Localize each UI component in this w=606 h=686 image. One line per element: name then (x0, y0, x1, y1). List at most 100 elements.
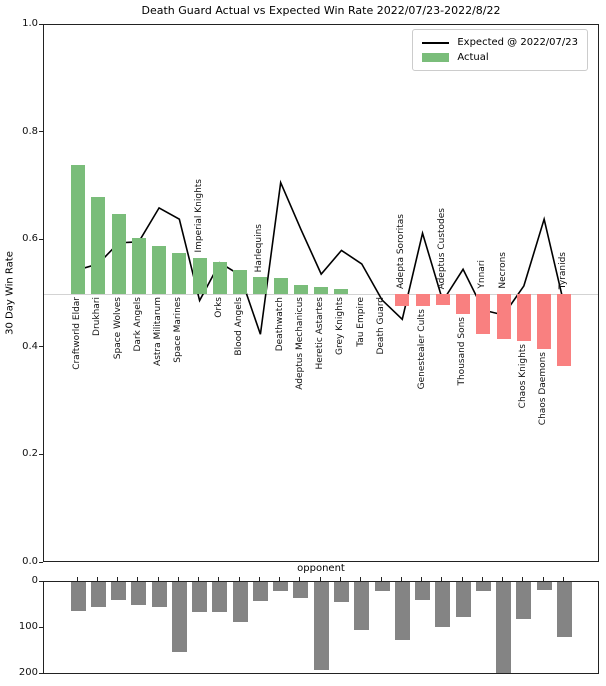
games-bar (455, 582, 471, 617)
actual-bar (91, 197, 106, 294)
actual-bar (476, 294, 491, 334)
x-tick-mark (258, 577, 260, 581)
category-label: Orks (213, 297, 224, 318)
main-plot: Expected @ 2022/07/23 Actual Craftworld … (43, 24, 599, 562)
y-tick-mark (39, 626, 43, 628)
x-tick-mark (502, 577, 504, 581)
games-bar (151, 582, 167, 607)
games-bar (496, 582, 512, 673)
x-tick-mark (441, 577, 443, 581)
actual-bar (435, 294, 450, 306)
x-tick-mark (238, 577, 240, 581)
x-tick-mark (96, 577, 98, 581)
y-tick-label: 0.8 (22, 125, 38, 137)
category-label: Dark Angels (132, 297, 143, 352)
actual-bar (516, 294, 531, 342)
games-bar (232, 582, 248, 622)
category-label: Tyranids (558, 251, 569, 289)
plot-title: Death Guard Actual vs Expected Win Rate … (141, 4, 501, 17)
y-tick-label: 100 (18, 621, 38, 632)
x-tick-mark (481, 577, 483, 581)
actual-bar (557, 294, 572, 367)
category-label: Chaos Daemons (538, 351, 549, 426)
actual-bar (131, 238, 146, 294)
y-tick-mark (39, 672, 43, 674)
x-tick-mark (400, 577, 402, 581)
games-bar (313, 582, 329, 670)
category-label: Deathwatch (274, 297, 285, 352)
games-bar (192, 582, 208, 612)
actual-bar (253, 277, 268, 294)
actual-bar (537, 294, 552, 349)
actual-bar (314, 287, 329, 294)
x-tick-mark (319, 577, 321, 581)
games-bar (131, 582, 147, 605)
games-bar (252, 582, 268, 602)
games-bar (273, 582, 289, 592)
category-label: Astra Militarum (153, 297, 164, 366)
games-bar (333, 582, 349, 603)
games-bar (516, 582, 532, 620)
games-bar (293, 582, 309, 598)
actual-bar (233, 270, 248, 294)
category-label: Harlequins (254, 223, 265, 273)
x-tick-mark (279, 577, 281, 581)
x-tick-mark (177, 577, 179, 581)
games-bar (435, 582, 451, 628)
category-label: Adeptus Mechanicus (294, 297, 305, 390)
x-tick-mark (198, 577, 200, 581)
y-tick-mark (39, 23, 43, 25)
y-tick-label: 200 (18, 667, 38, 678)
category-label: Space Marines (173, 297, 184, 363)
x-tick-mark (542, 577, 544, 581)
y-axis-label: 30 Day Win Rate (4, 251, 16, 335)
category-label: Necrons (497, 252, 508, 289)
y-tick-label: 1.0 (22, 18, 38, 29)
actual-bar (415, 294, 430, 306)
y-tick-label: 0.6 (22, 233, 38, 245)
actual-bar (172, 252, 187, 294)
actual-bar (395, 294, 410, 306)
legend-line-swatch (422, 41, 450, 44)
x-tick-mark (299, 577, 301, 581)
legend: Expected @ 2022/07/23 Actual (412, 29, 588, 71)
legend-label-actual: Actual (457, 52, 489, 63)
actual-bar (212, 262, 227, 294)
category-label: Ynnari (477, 260, 488, 289)
x-tick-mark (360, 577, 362, 581)
x-tick-mark (380, 577, 382, 581)
category-label: Imperial Knights (193, 179, 204, 253)
games-bar (90, 582, 106, 607)
y-tick-label: 0.4 (22, 340, 38, 352)
x-tick-mark (76, 577, 78, 581)
games-bar (111, 582, 127, 601)
games-bar (415, 582, 431, 601)
x-tick-mark (421, 577, 423, 581)
category-label: Space Wolves (112, 297, 123, 360)
games-bar (374, 582, 390, 592)
category-label: Grey Knights (335, 297, 346, 355)
x-tick-mark (562, 577, 564, 581)
x-tick-mark (218, 577, 220, 581)
category-label: Craftworld Eldar (72, 297, 82, 370)
x-axis-label: opponent (297, 563, 345, 574)
category-label: Death Guard (376, 297, 386, 355)
y-tick-mark (39, 580, 43, 582)
category-label: Adepta Sororitas (396, 213, 407, 289)
x-tick-mark (137, 577, 139, 581)
games-bar (212, 582, 228, 612)
category-label: Drukhari (92, 297, 103, 336)
x-tick-mark (117, 577, 119, 581)
category-label: Adeptus Custodes (436, 207, 447, 289)
games-bar (70, 582, 86, 611)
y-tick-label: 0.0 (22, 556, 38, 567)
actual-bar (293, 285, 308, 294)
x-tick-mark (157, 577, 159, 581)
category-label: Thousand Sons (457, 317, 468, 386)
x-tick-mark (522, 577, 524, 581)
actual-bar (334, 288, 349, 294)
actual-bar (71, 164, 85, 294)
category-label: Blood Angels (234, 297, 245, 356)
actual-bar (111, 213, 126, 294)
